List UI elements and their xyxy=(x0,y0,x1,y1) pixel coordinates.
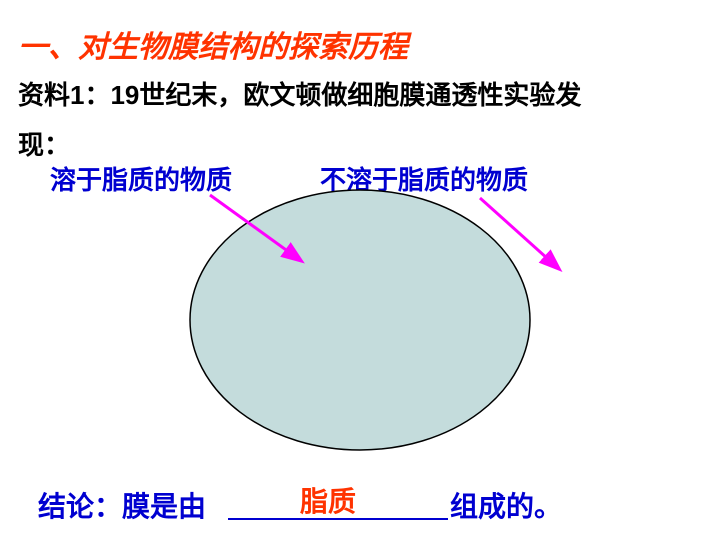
label-soluble: 溶于脂质的物质 xyxy=(50,160,232,197)
arrow-away-cell xyxy=(480,198,558,268)
blank-underline xyxy=(228,518,448,520)
section-heading: 一、对生物膜结构的探索历程 xyxy=(18,22,408,66)
body-text-line2: 现： xyxy=(18,125,70,162)
label-insoluble: 不溶于脂质的物质 xyxy=(320,160,528,197)
conclusion-prefix: 结论：膜是由 xyxy=(38,485,206,525)
conclusion-answer: 脂质 xyxy=(300,480,356,520)
conclusion-suffix: 组成的。 xyxy=(450,485,562,525)
body-text-line1: 资料1：19世纪末，欧文顿做细胞膜通透性实验发 xyxy=(18,75,581,112)
arrow-into-cell xyxy=(210,195,300,260)
cell-ellipse xyxy=(190,190,530,450)
